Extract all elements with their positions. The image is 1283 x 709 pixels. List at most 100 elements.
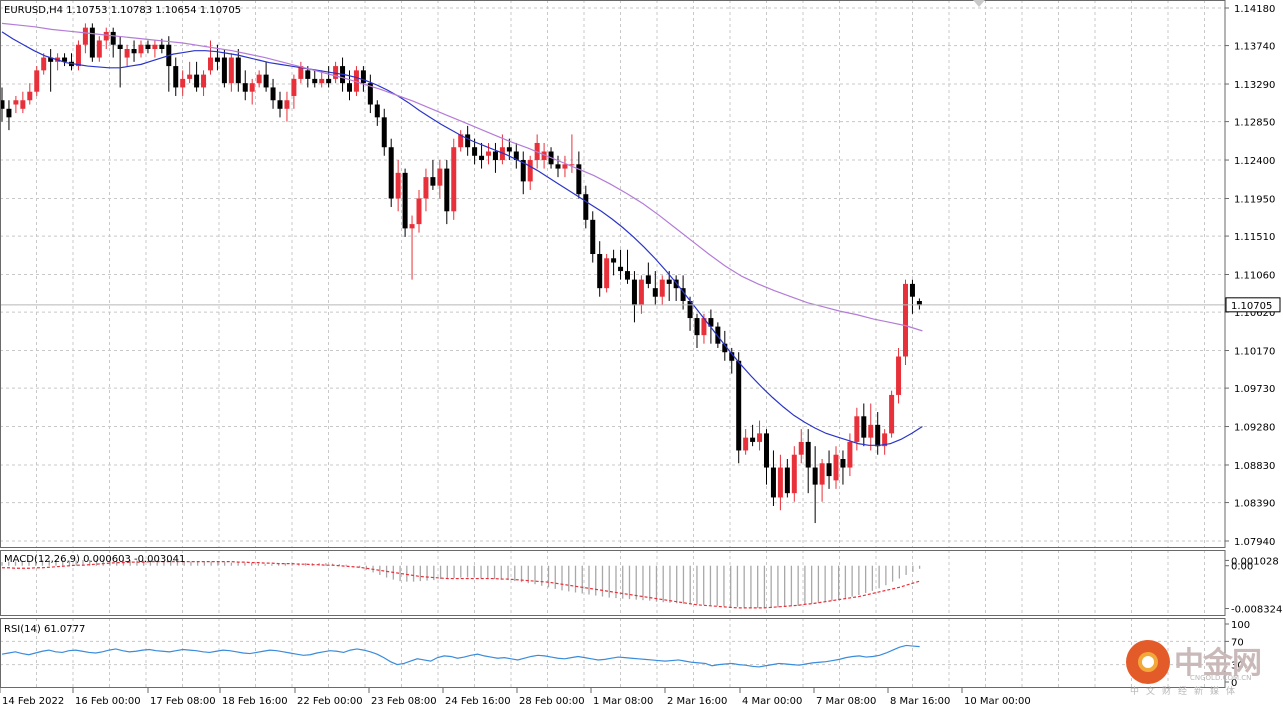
candle-body bbox=[479, 155, 485, 161]
macd-tick-label: -0.008324 bbox=[1231, 605, 1282, 616]
candle-body bbox=[326, 78, 332, 84]
candle-body bbox=[805, 441, 811, 468]
price-grid bbox=[0, 0, 1225, 688]
candle-body bbox=[214, 57, 220, 62]
candle-body bbox=[228, 57, 234, 84]
x-tick-label: 8 Mar 16:00 bbox=[890, 696, 950, 707]
candle-body bbox=[423, 177, 429, 199]
y-tick-label: 1.12850 bbox=[1234, 118, 1275, 129]
candle-body bbox=[541, 151, 547, 161]
candle-body bbox=[812, 467, 818, 485]
candle-body bbox=[854, 416, 860, 442]
candle-body bbox=[249, 83, 255, 92]
candle-body bbox=[353, 70, 359, 92]
macd-pane[interactable] bbox=[1, 559, 921, 609]
candle-body bbox=[409, 224, 415, 229]
candle-body bbox=[611, 258, 617, 263]
y-tick-label: 1.11950 bbox=[1234, 194, 1275, 205]
candle-body bbox=[110, 31, 116, 45]
candle-body bbox=[576, 164, 582, 195]
candle-body bbox=[374, 104, 380, 118]
rsi-pane[interactable] bbox=[1, 644, 920, 668]
candle-body bbox=[402, 172, 408, 229]
y-tick-label: 1.13740 bbox=[1234, 42, 1275, 53]
candle-body bbox=[618, 266, 624, 272]
candle-body bbox=[770, 467, 776, 498]
candle-body bbox=[180, 78, 186, 88]
candle-body bbox=[847, 441, 853, 468]
x-tick-label: 28 Feb 00:00 bbox=[519, 696, 585, 707]
candle-body bbox=[896, 356, 902, 395]
candle-body bbox=[597, 254, 603, 289]
candle-body bbox=[694, 318, 700, 336]
x-tick-label: 4 Mar 00:00 bbox=[742, 696, 802, 707]
candle-body bbox=[708, 318, 714, 327]
y-tick-label: 1.08390 bbox=[1234, 499, 1275, 510]
candle-body bbox=[590, 219, 596, 254]
candle-body bbox=[103, 31, 109, 41]
candle-body bbox=[527, 160, 533, 182]
candle-body bbox=[569, 164, 575, 166]
x-tick-label: 16 Feb 00:00 bbox=[75, 696, 141, 707]
candle-body bbox=[666, 279, 672, 284]
candle-body bbox=[729, 352, 735, 361]
y-tick-label: 1.10170 bbox=[1234, 347, 1275, 358]
candle-body bbox=[555, 164, 561, 169]
candle-body bbox=[263, 74, 269, 88]
y-tick-label: 1.09730 bbox=[1234, 384, 1275, 395]
candle-body bbox=[13, 100, 19, 105]
candle-body bbox=[437, 168, 443, 186]
y-tick-label: 1.09280 bbox=[1234, 423, 1275, 434]
candle-body bbox=[750, 437, 756, 442]
x-tick-label: 24 Feb 16:00 bbox=[445, 696, 511, 707]
candle-body bbox=[513, 151, 519, 161]
candle-body bbox=[757, 433, 763, 442]
candle-body bbox=[82, 27, 88, 45]
candle-body bbox=[34, 70, 40, 92]
candle-body bbox=[48, 57, 54, 62]
candle-body bbox=[319, 78, 325, 84]
candle-body bbox=[875, 424, 881, 447]
candle-body bbox=[221, 57, 227, 84]
candle-body bbox=[625, 271, 630, 280]
candle-body bbox=[638, 279, 644, 306]
candle-body bbox=[652, 288, 658, 297]
y-tick-label: 1.10620 bbox=[1234, 308, 1275, 319]
x-tick-label: 23 Feb 08:00 bbox=[371, 696, 437, 707]
candle-body bbox=[458, 134, 464, 148]
candle-body bbox=[715, 326, 721, 344]
candle-body bbox=[6, 108, 12, 118]
candle-body bbox=[0, 100, 5, 109]
rsi-tick-label: 100 bbox=[1231, 620, 1250, 631]
candle-body bbox=[201, 74, 207, 88]
price-pane[interactable] bbox=[0, 22, 1225, 524]
candle-body bbox=[631, 279, 637, 306]
ma-fast-line bbox=[1, 31, 923, 446]
candle-body bbox=[764, 433, 769, 468]
candle-body bbox=[75, 44, 81, 67]
pane-border bbox=[0, 618, 1226, 688]
candle-body bbox=[889, 394, 895, 434]
shift-marker-icon[interactable] bbox=[973, 0, 985, 7]
candle-body bbox=[235, 57, 241, 84]
price-pane-title: EURUSD,H4 1.10753 1.10783 1.10654 1.1070… bbox=[4, 5, 241, 16]
candle-body bbox=[284, 100, 290, 109]
x-tick-label: 7 Mar 08:00 bbox=[816, 696, 876, 707]
candle-body bbox=[840, 459, 846, 468]
candle-body bbox=[89, 27, 95, 58]
macd-tick-label: 0.001028 bbox=[1231, 556, 1279, 567]
candle-body bbox=[270, 87, 276, 101]
candle-body bbox=[451, 147, 457, 212]
macd-signal-line bbox=[2, 560, 920, 609]
last-price-label: 1.10705 bbox=[1231, 301, 1272, 312]
candle-body bbox=[312, 78, 318, 84]
macd-pane-title: MACD(12,26,9) 0.000603 -0.003041 bbox=[4, 554, 185, 565]
candle-body bbox=[124, 49, 130, 58]
candle-body bbox=[486, 151, 491, 156]
x-tick-label: 14 Feb 2022 bbox=[2, 696, 64, 707]
candle-body bbox=[117, 44, 123, 49]
candle-body bbox=[722, 343, 728, 353]
candle-body bbox=[882, 433, 888, 447]
candle-body bbox=[472, 147, 478, 156]
